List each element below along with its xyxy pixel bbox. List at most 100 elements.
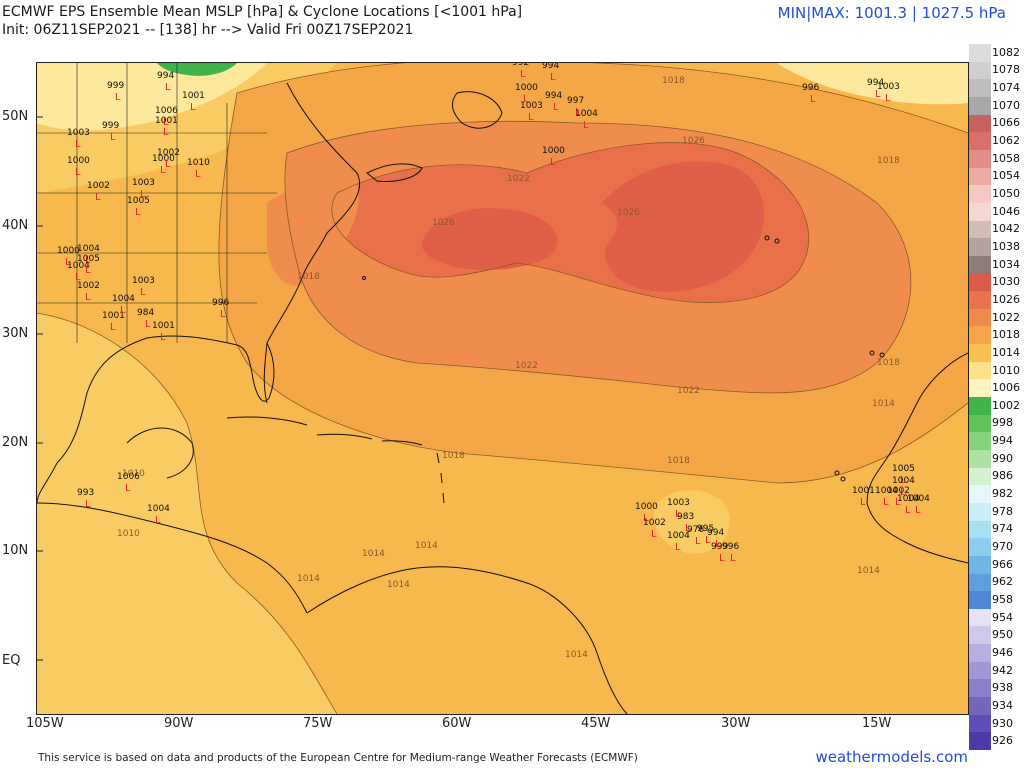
colorbar-label: 1042 — [992, 222, 1020, 236]
cyclone-L-icon: L — [85, 265, 91, 276]
isobar-label: 1014 — [872, 399, 895, 409]
cyclone-pressure: 1006 — [155, 106, 178, 116]
cyclone-pressure: 994 — [545, 91, 562, 101]
lon-label-60w: 60W — [442, 716, 472, 731]
cyclone-pressure: 1001 — [152, 321, 175, 331]
colorbar-swatch — [969, 61, 991, 80]
isobar-label: 1018 — [662, 76, 685, 86]
cyclone-L-icon: L — [900, 487, 906, 498]
colorbar-swatch — [969, 626, 991, 645]
cyclone-L-icon: L — [190, 102, 196, 113]
colorbar-swatch — [969, 679, 991, 698]
cyclone-L-icon: L — [575, 107, 581, 118]
colorbar-label: 966 — [992, 557, 1013, 571]
cyclone-pressure: 1003 — [132, 178, 155, 188]
colorbar-label: 1066 — [992, 116, 1020, 130]
cyclone-pressure: 1010 — [187, 158, 210, 168]
colorbar: 1082 1078 1074 1070 1066 1062 1058 1054 1050 1046… — [969, 44, 1021, 751]
lon-label-75w: 75W — [303, 716, 333, 731]
colorbar-label: 970 — [992, 540, 1013, 554]
cyclone-L-icon: L — [523, 94, 529, 105]
min-max-readout: MIN|MAX: 1001.3 | 1027.5 hPa — [777, 4, 1006, 22]
cyclone-pressure: 1002 — [887, 486, 910, 496]
cyclone-pressure: 1003 — [67, 128, 90, 138]
cyclone-L-icon: L — [705, 535, 711, 546]
cyclone-L-icon: L — [115, 92, 121, 103]
colorbar-swatch — [969, 114, 991, 133]
colorbar-label: 1034 — [992, 257, 1020, 271]
colorbar-swatch — [969, 502, 991, 522]
cyclone-L-icon: L — [900, 475, 906, 486]
isobar-label: 1018 — [877, 358, 900, 368]
cyclone-L-icon: L — [120, 305, 126, 316]
cyclone-L-icon: L — [883, 497, 889, 508]
lat-label-10n: 10N — [2, 543, 29, 558]
colorbar-label: 998 — [992, 416, 1013, 430]
cyclone-L-icon: L — [695, 536, 701, 547]
cyclone-pressure: 1001 — [102, 311, 125, 321]
isobars — [37, 63, 968, 714]
cyclone-pressure: 994 — [157, 71, 174, 81]
colorbar-label: 994 — [992, 434, 1013, 448]
cyclone-L-icon: L — [165, 82, 171, 93]
cyclone-L-icon: L — [95, 192, 101, 203]
colorbar-label: 934 — [992, 698, 1013, 712]
colorbar-label: 1018 — [992, 328, 1020, 342]
cyclone-L-icon: L — [85, 292, 91, 303]
cyclone-L-icon: L — [75, 139, 81, 150]
colorbar-swatch — [969, 573, 991, 592]
mslp-map[interactable]: 1018 1022 1026 1026 1026 1022 1022 1018 … — [36, 62, 969, 715]
cyclone-pressure: 1000 — [515, 83, 538, 93]
footer-disclaimer: This service is based on data and produc… — [38, 752, 638, 764]
cyclone-L-icon: L — [895, 497, 901, 508]
lon-label-90w: 90W — [164, 716, 194, 731]
isobar-label: 1014 — [565, 650, 588, 660]
colorbar-swatch — [969, 555, 991, 574]
lat-label-50n: 50N — [2, 109, 29, 124]
cyclone-L-icon: L — [810, 94, 816, 105]
cyclone-pressure: 1004 — [575, 109, 598, 119]
cyclone-pressure: 1003 — [877, 82, 900, 92]
colorbar-swatch — [969, 397, 991, 416]
cyclone-pressure: 976 — [687, 525, 704, 535]
cyclone-L-icon: L — [165, 159, 171, 170]
colorbar-swatch — [969, 485, 991, 504]
cyclone-L-icon: L — [125, 483, 131, 494]
colorbar-label: 1038 — [992, 239, 1020, 253]
cyclone-pressure: 1003 — [132, 276, 155, 286]
cyclone-L-icon: L — [905, 505, 911, 516]
cyclone-L-icon: L — [155, 515, 161, 526]
colorbar-swatch — [969, 520, 991, 539]
cyclone-pressure: 1001 — [852, 486, 875, 496]
lat-label-40n: 40N — [2, 218, 29, 233]
isobar-label: 1010 — [117, 529, 140, 539]
cyclone-L-icon: L — [135, 207, 141, 218]
cyclone-L-icon: L — [719, 553, 725, 564]
isobar-label: 1022 — [507, 174, 530, 184]
colorbar-swatch — [969, 79, 991, 98]
cyclone-pressure: 1004 — [147, 504, 170, 514]
isobar-label: 1018 — [877, 156, 900, 166]
colorbar-swatch — [969, 379, 991, 398]
brand-link[interactable]: weathermodels.com — [815, 748, 968, 766]
colorbar-swatch — [969, 202, 991, 221]
colorbar-swatch — [969, 255, 991, 274]
colorbar-swatch — [969, 220, 991, 239]
